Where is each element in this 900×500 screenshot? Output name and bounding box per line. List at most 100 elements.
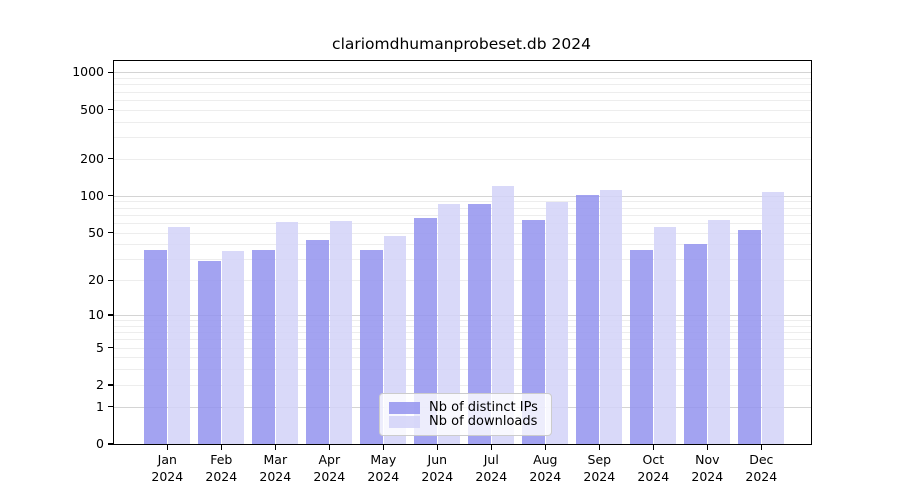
bar-downloads	[708, 220, 731, 444]
x-tick-label: Mar 2024	[259, 452, 292, 484]
distinct-ips-swatch-icon	[389, 401, 420, 414]
minor-gridline	[114, 201, 811, 203]
y-tick-label: 200	[80, 150, 104, 166]
bar-downloads	[168, 227, 191, 444]
legend-label-downloads: Nb of downloads	[429, 414, 538, 429]
minor-gridline	[114, 109, 811, 111]
y-tick-label: 50	[88, 224, 104, 240]
bar-downloads	[654, 226, 677, 444]
x-tick-label: Jun 2024	[421, 452, 454, 484]
minor-gridline	[114, 357, 811, 359]
y-tick-label: 1000	[72, 64, 104, 80]
minor-gridline	[114, 259, 811, 261]
bar-distinct-ips	[738, 230, 761, 444]
minor-gridline	[114, 280, 811, 282]
bar-downloads	[384, 235, 407, 444]
minor-gridline	[114, 339, 811, 341]
bar-distinct-ips	[630, 249, 653, 444]
bar-distinct-ips	[306, 240, 329, 444]
x-tick-mark	[490, 445, 492, 450]
legend-row-downloads: Nb of downloads	[389, 415, 543, 428]
bar-distinct-ips	[684, 244, 707, 444]
bar-distinct-ips	[522, 220, 545, 444]
y-tick-mark	[108, 347, 113, 349]
x-tick-mark	[166, 445, 168, 450]
minor-gridline	[114, 207, 811, 209]
minor-gridline	[114, 91, 811, 93]
x-tick-mark	[220, 445, 222, 450]
minor-gridline	[114, 347, 811, 349]
x-tick-label: Oct 2024	[637, 452, 670, 484]
bar-downloads	[438, 204, 461, 444]
minor-gridline	[114, 99, 811, 101]
x-tick-mark	[328, 445, 330, 450]
bar-distinct-ips	[414, 217, 437, 444]
minor-gridline	[114, 121, 811, 123]
downloads-swatch-icon	[389, 415, 420, 428]
x-tick-mark	[760, 445, 762, 450]
minor-gridline	[114, 78, 811, 79]
minor-gridline	[114, 384, 811, 386]
y-tick-mark	[108, 71, 113, 73]
y-tick-mark	[108, 406, 113, 408]
major-gridline	[114, 195, 811, 197]
legend: Nb of distinct IPs Nb of downloads	[379, 393, 552, 436]
bar-downloads	[600, 189, 623, 444]
bar-distinct-ips	[468, 203, 491, 444]
x-tick-mark	[382, 445, 384, 450]
y-tick-label: 10	[88, 307, 104, 322]
bar-distinct-ips	[360, 249, 383, 444]
legend-row-distinct-ips: Nb of distinct IPs	[389, 401, 543, 414]
x-tick-label: Nov 2024	[691, 452, 724, 484]
y-tick-label: 100	[80, 187, 104, 203]
x-tick-mark	[274, 445, 276, 450]
x-tick-mark	[706, 445, 708, 450]
y-tick-mark	[108, 314, 113, 316]
minor-gridline	[114, 158, 811, 160]
minor-gridline	[114, 369, 811, 371]
x-tick-label: Feb 2024	[205, 452, 238, 484]
minor-gridline	[114, 320, 811, 322]
x-tick-label: Apr 2024	[313, 452, 346, 484]
y-tick-label: 0	[96, 436, 104, 451]
bar-downloads	[222, 251, 245, 444]
x-tick-mark	[544, 445, 546, 450]
y-tick-mark	[108, 158, 113, 160]
y-tick-mark	[108, 108, 113, 111]
minor-gridline	[114, 244, 811, 246]
major-gridline	[114, 315, 811, 316]
y-tick-label: 5	[96, 339, 104, 355]
y-tick-label: 20	[88, 272, 104, 288]
y-tick-label: 500	[80, 101, 104, 117]
minor-gridline	[114, 232, 811, 234]
x-tick-mark	[652, 445, 654, 450]
bar-downloads	[546, 201, 569, 444]
minor-gridline	[114, 84, 811, 86]
legend-label-distinct-ips: Nb of distinct IPs	[429, 400, 538, 415]
chart-title: clariomdhumanprobeset.db 2024	[332, 35, 591, 53]
minor-gridline	[114, 325, 811, 327]
bar-distinct-ips	[198, 261, 221, 444]
bar-distinct-ips	[576, 195, 599, 444]
minor-gridline	[114, 214, 811, 216]
bar-downloads	[762, 191, 785, 444]
bar-downloads	[492, 186, 515, 444]
grid-layer	[114, 61, 811, 444]
x-tick-mark	[598, 445, 600, 450]
y-tick-mark	[108, 384, 113, 386]
y-tick-label: 1	[96, 398, 104, 414]
bar-downloads	[276, 222, 299, 444]
y-tick-mark	[108, 443, 113, 445]
x-tick-label: Jan 2024	[151, 452, 184, 484]
plot-area: Nb of distinct IPs Nb of downloads 0 1 2 5 1…	[72, 60, 812, 484]
bar-downloads	[330, 221, 353, 444]
minor-gridline	[114, 137, 811, 138]
minor-gridline	[114, 332, 811, 334]
x-tick-mark	[436, 445, 438, 450]
y-tick-mark	[108, 231, 113, 234]
x-tick-label: Jul 2024	[475, 452, 508, 484]
bar-distinct-ips	[252, 249, 275, 444]
y-tick-mark	[108, 279, 113, 281]
y-tick-label: 2	[96, 376, 104, 392]
